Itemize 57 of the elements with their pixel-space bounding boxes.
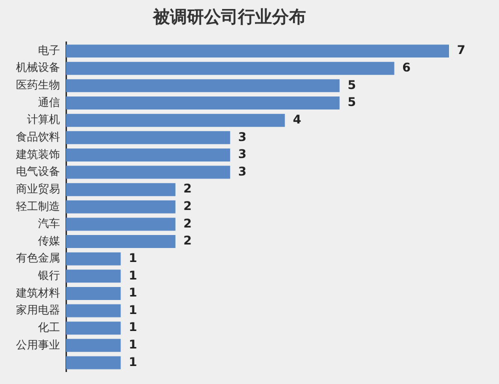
bar	[66, 62, 394, 75]
data-label: 1	[128, 302, 138, 317]
data-label: 1	[128, 250, 138, 265]
bar	[66, 44, 449, 58]
y-tick-label: 银行	[37, 269, 60, 282]
bar	[66, 79, 340, 92]
bar	[66, 131, 230, 144]
y-tick-label: 商业贸易	[16, 182, 60, 196]
bar	[66, 218, 176, 231]
data-label: 1	[128, 354, 138, 369]
data-label: 1	[128, 320, 138, 334]
bar	[66, 200, 176, 214]
y-tick-label: 公用事业	[16, 338, 60, 352]
data-label: 3	[238, 130, 246, 144]
y-tick-label: 建筑装饰	[15, 148, 60, 161]
data-label: 5	[348, 78, 356, 92]
bar	[66, 96, 340, 110]
data-label: 2	[183, 234, 192, 248]
data-label: 6	[402, 60, 411, 74]
data-label: 2	[183, 216, 192, 230]
data-label: 3	[238, 147, 246, 162]
bar	[66, 252, 121, 266]
y-tick-label: 通信	[38, 96, 60, 109]
y-tick-label: 机械设备	[16, 61, 60, 74]
bar	[66, 235, 176, 248]
y-tick-label: 汽车	[38, 217, 60, 230]
data-label: 7	[457, 43, 466, 58]
bar	[66, 338, 121, 352]
data-label: 1	[128, 268, 138, 282]
data-label: 5	[348, 95, 356, 110]
bar	[66, 114, 285, 127]
data-label: 4	[292, 112, 302, 126]
y-tick-label: 传媒	[38, 234, 60, 248]
y-tick-label: 医药生物	[16, 78, 60, 92]
chart-title: 被调研公司行业分布	[152, 8, 306, 28]
y-tick-label: 食品饮料	[16, 130, 60, 144]
y-tick-label: 建筑材料	[15, 286, 60, 300]
bar	[66, 166, 230, 179]
y-tick-label: 电子	[38, 44, 60, 57]
bar	[66, 304, 121, 318]
y-tick-label: 电气设备	[16, 165, 60, 178]
y-tick-label: 化工	[38, 320, 60, 334]
data-label: 3	[238, 164, 246, 178]
y-tick-label: 有色金属	[16, 252, 60, 265]
y-tick-label: 家用电器	[16, 304, 60, 317]
bar	[66, 286, 121, 300]
bar	[66, 270, 121, 283]
data-label: 2	[183, 182, 192, 196]
y-tick-label: 轻工制造	[16, 200, 60, 213]
y-tick-label: 计算机	[27, 113, 60, 126]
bar	[66, 183, 176, 196]
bar	[66, 322, 121, 335]
bar	[66, 148, 230, 162]
data-label: 1	[128, 286, 138, 300]
data-label: 2	[183, 199, 192, 214]
bar	[66, 356, 121, 370]
data-label: 1	[128, 338, 138, 352]
